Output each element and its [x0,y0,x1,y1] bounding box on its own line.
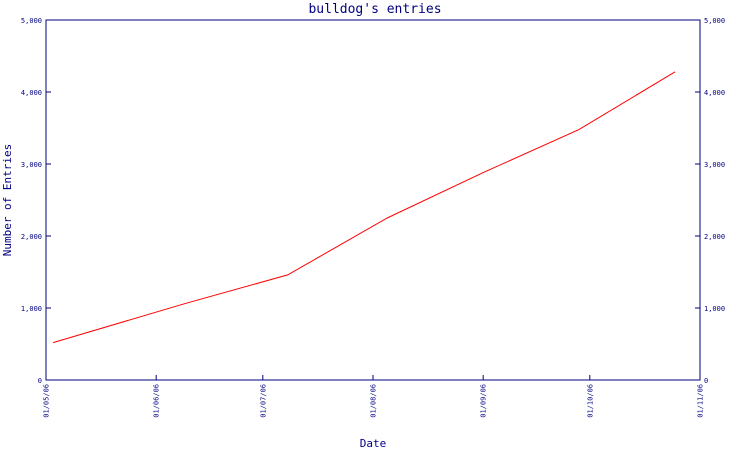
x-tick-label: 01/05/06 [43,384,51,418]
y-axis-label: Number of Entries [1,144,14,257]
y-tick-label-right: 2,000 [704,233,725,241]
x-tick-label: 01/09/06 [480,384,488,418]
y-tick-label-left: 5,000 [21,17,42,25]
chart-title: bulldog's entries [308,2,441,17]
x-axis: 01/05/06 01/06/06 01/07/06 01/08/06 01/09/06… [43,375,705,418]
series-line [52,71,676,344]
y-tick-label-left: 4,000 [21,89,42,97]
y-tick-label-left: 3,000 [21,161,42,169]
y-tick-label-left: 1,000 [21,305,42,313]
y-tick-label-left: 2,000 [21,233,42,241]
x-tick-label: 01/11/06 [697,384,705,418]
x-tick-label: 01/10/06 [586,384,594,418]
y-tick-label-right: 4,000 [704,89,725,97]
y-tick-label-right: 0 [704,377,708,385]
y-tick-label-left: 0 [38,377,42,385]
series-layer [52,71,676,344]
x-tick-label: 01/08/06 [370,384,378,418]
plot-area [45,19,701,381]
x-tick-label: 01/07/06 [259,384,267,418]
y-axis-right: 0 1,000 2,000 3,000 4,000 5,000 [695,17,725,385]
x-axis-label: Date [360,437,387,450]
y-tick-label-right: 1,000 [704,305,725,313]
y-tick-label-right: 3,000 [704,161,725,169]
y-axis-left: 0 1,000 2,000 3,000 4,000 5,000 [21,17,51,385]
x-tick-label: 01/06/06 [153,384,161,418]
y-tick-label-right: 5,000 [704,17,725,25]
